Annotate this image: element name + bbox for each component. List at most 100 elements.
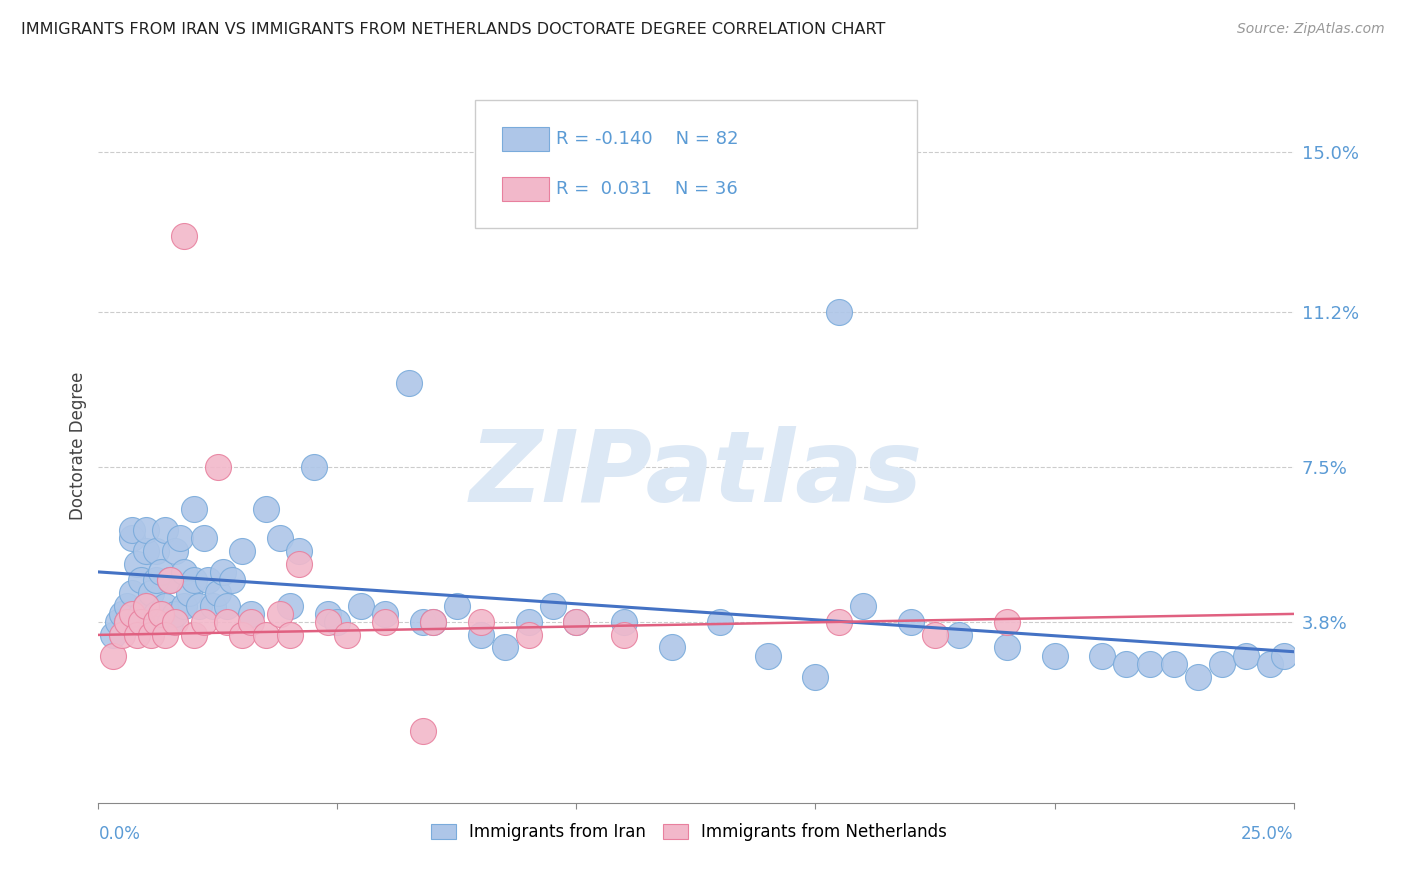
Point [995,640,1018,655]
Point [183,628,205,642]
Point [125,628,148,642]
Point [169,532,191,546]
Point [900,615,922,630]
Point [202,599,225,613]
Point [173,565,195,579]
Point [149,607,172,621]
Point [613,615,636,630]
Point [254,628,277,642]
Point [302,460,325,475]
Point [131,574,153,588]
Point [221,574,243,588]
Point [1258,657,1281,672]
Point [155,599,177,613]
Point [125,615,148,630]
Point [1187,670,1209,684]
Point [107,615,129,630]
Point [269,532,291,546]
Point [139,615,162,630]
FancyBboxPatch shape [502,177,548,202]
Point [661,640,683,655]
Point [121,607,143,621]
Point [269,607,291,621]
Point [828,615,851,630]
Point [193,532,215,546]
Text: R =  0.031    N = 36: R = 0.031 N = 36 [557,180,738,198]
Point [131,607,153,621]
Point [1091,648,1114,663]
Point [155,523,177,537]
Point [145,615,167,630]
Point [336,628,359,642]
Point [183,574,205,588]
Point [121,523,143,537]
Point [288,557,311,571]
Point [207,586,229,600]
Point [145,544,167,558]
Point [924,628,946,642]
Point [240,615,263,630]
Point [278,628,301,642]
Point [374,615,396,630]
Text: Source: ZipAtlas.com: Source: ZipAtlas.com [1237,22,1385,37]
Point [948,628,970,642]
Point [135,544,157,558]
Point [121,586,143,600]
Point [326,615,349,630]
Point [101,648,124,663]
Text: R = -0.140    N = 82: R = -0.140 N = 82 [557,130,738,148]
Point [173,599,195,613]
Point [217,615,239,630]
Point [163,615,186,630]
Point [183,502,205,516]
Point [139,628,162,642]
Point [173,229,195,244]
Point [101,628,124,642]
Point [565,615,588,630]
Point [1234,648,1257,663]
Text: 25.0%: 25.0% [1241,825,1294,843]
Point [254,502,277,516]
Point [1043,648,1066,663]
Point [316,615,339,630]
Point [278,599,301,613]
Point [804,670,827,684]
Point [187,599,209,613]
Point [470,628,492,642]
Point [412,724,434,739]
Point [197,574,219,588]
Point [470,615,492,630]
Point [145,574,167,588]
Point [316,607,339,621]
Point [125,557,148,571]
Point [179,586,201,600]
Point [207,460,229,475]
Legend: Immigrants from Iran, Immigrants from Netherlands: Immigrants from Iran, Immigrants from Ne… [425,817,953,848]
Point [517,628,540,642]
Point [149,565,172,579]
Text: ZIPatlas: ZIPatlas [470,426,922,523]
Point [131,615,153,630]
Point [115,599,138,613]
Point [1211,657,1233,672]
Point [139,586,162,600]
Point [159,615,181,630]
Point [709,615,731,630]
Text: 0.0%: 0.0% [98,825,141,843]
Point [159,574,181,588]
Point [1139,657,1161,672]
Point [240,607,263,621]
Y-axis label: Doctorate Degree: Doctorate Degree [69,372,87,520]
Point [494,640,516,655]
Point [135,599,157,613]
Point [350,599,373,613]
Point [613,628,636,642]
Point [193,615,215,630]
Point [159,574,181,588]
Point [852,599,875,613]
Point [135,599,157,613]
Point [1163,657,1185,672]
Point [756,648,779,663]
Point [412,615,434,630]
Text: IMMIGRANTS FROM IRAN VS IMMIGRANTS FROM NETHERLANDS DOCTORATE DEGREE CORRELATION: IMMIGRANTS FROM IRAN VS IMMIGRANTS FROM … [21,22,886,37]
